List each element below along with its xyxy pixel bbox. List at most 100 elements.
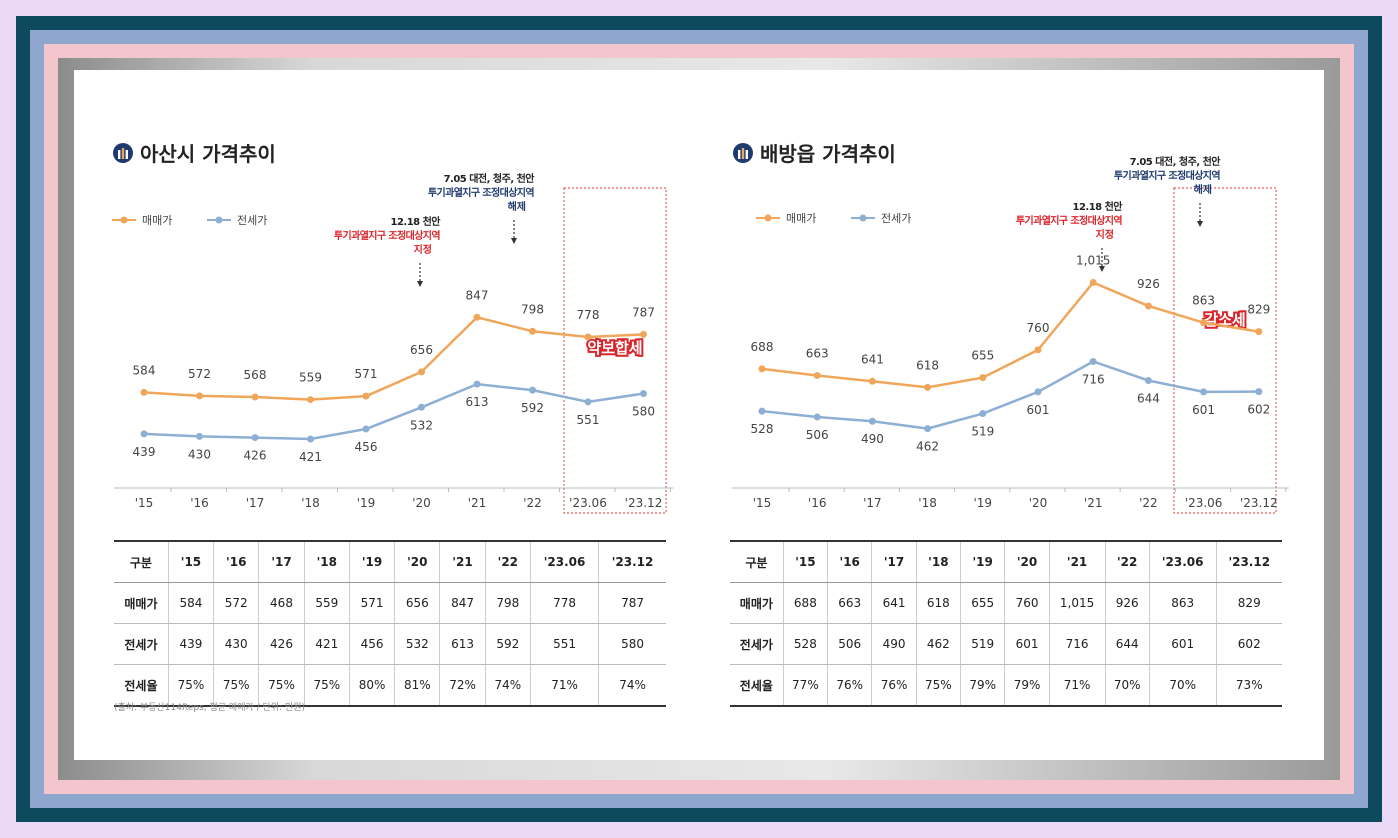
annotation-date: 7.05 대전, 청주, 천안 — [1130, 155, 1222, 168]
data-point — [813, 371, 821, 379]
table-header-cell: '20 — [394, 540, 440, 583]
table-cell: 462 — [915, 623, 961, 665]
table-header-cell: '23.12 — [1215, 540, 1282, 583]
data-label: 663 — [806, 346, 829, 360]
table-cell: 전세율 — [114, 664, 169, 707]
table-cell: 798 — [484, 582, 531, 624]
x-tick-label: '23.06 — [1185, 496, 1223, 510]
legend-label: 전세가 — [237, 214, 267, 227]
data-label: 602 — [1247, 403, 1270, 417]
table-header-cell: '19 — [348, 540, 395, 583]
chart-legend: 매매가 전세가 — [756, 212, 911, 225]
annotation-text: 투기과열지구 조정대상지역 — [1114, 169, 1220, 182]
table-header-cell: '23.12 — [598, 540, 666, 583]
x-tick-label: '21 — [1084, 496, 1103, 510]
data-label: 644 — [1137, 392, 1160, 406]
data-label: 688 — [751, 340, 774, 354]
table-header-cell: '18 — [303, 540, 350, 583]
x-tick-label: '21 — [468, 496, 487, 510]
table-cell: 655 — [960, 582, 1005, 624]
table-cell: 656 — [394, 582, 440, 624]
building-logo-icon — [113, 142, 133, 163]
table-header-cell: '21 — [439, 540, 486, 583]
data-label: 798 — [521, 302, 544, 316]
data-label: 580 — [632, 405, 655, 419]
data-label: 601 — [1192, 403, 1215, 417]
table-cell: 551 — [529, 623, 599, 665]
data-point — [418, 403, 425, 411]
chart-panel-asan: 아산시 가격추이 매매가 전세가 약보합세 12.18 천안 투기과열지구 조정대상지역… — [74, 70, 674, 760]
series-line — [761, 280, 1260, 389]
x-tick-label: '23.12 — [1240, 496, 1278, 510]
table-cell: 572 — [213, 582, 259, 624]
data-point — [1255, 328, 1263, 336]
table-cell: 매매가 — [730, 582, 784, 624]
table-cell: 613 — [439, 623, 486, 665]
x-tick-label: '23.06 — [569, 496, 607, 510]
table-cell: 73% — [1215, 664, 1282, 707]
x-tick-label: '22 — [1139, 496, 1158, 510]
table-cell: 매매가 — [114, 582, 169, 624]
x-tick-label: '15 — [753, 496, 772, 510]
x-tick-label: '22 — [523, 496, 542, 510]
table-cell: 787 — [598, 582, 666, 624]
data-point — [813, 413, 821, 421]
table-header-cell: '23.06 — [529, 540, 599, 583]
table-cell: 602 — [1215, 623, 1282, 665]
annotation-text: 해제 — [1194, 183, 1212, 196]
data-point — [1255, 388, 1263, 396]
data-point — [1089, 278, 1097, 286]
data-label: 572 — [188, 367, 211, 381]
x-tick-label: '17 — [863, 496, 882, 510]
table-header-cell: '16 — [213, 540, 259, 583]
data-point — [979, 374, 987, 382]
table-header-cell: '15 — [167, 540, 214, 583]
table-cell: 75% — [915, 664, 961, 707]
data-point — [140, 430, 148, 438]
table-cell: 829 — [1215, 582, 1282, 624]
annotation-arrow-head — [1197, 221, 1203, 227]
annotation-arrow-head — [511, 238, 517, 244]
table-row: 전세가 528 506 490 462 519 601 716 644 601 602 — [730, 623, 1282, 665]
data-point — [1034, 388, 1042, 396]
data-label: 787 — [632, 305, 655, 319]
data-point — [1200, 319, 1208, 327]
data-label: 426 — [244, 449, 267, 463]
table-cell: 430 — [213, 623, 259, 665]
data-label: 618 — [916, 358, 939, 372]
table-cell: 426 — [258, 623, 305, 665]
table-cell: 490 — [871, 623, 917, 665]
table-cell: 592 — [484, 623, 531, 665]
data-label: 490 — [861, 432, 884, 446]
table-cell: 528 — [782, 623, 828, 665]
table-cell: 1,015 — [1048, 582, 1105, 624]
outer-frame: 아산시 가격추이 매매가 전세가 약보합세 12.18 천안 투기과열지구 조정대상지역… — [16, 16, 1382, 822]
table-header-cell: '17 — [258, 540, 305, 583]
table-row: 전세가 439 430 426 421 456 532 613 592 551 580 — [114, 623, 666, 665]
highlight-box — [1173, 187, 1277, 514]
annotation-text: 투기과열지구 조정대상지역 — [334, 229, 440, 242]
photo-background: 아산시 가격추이 매매가 전세가 약보합세 12.18 천안 투기과열지구 조정대상지역… — [58, 58, 1340, 780]
table-cell: 468 — [258, 582, 305, 624]
data-point — [758, 407, 766, 415]
table-cell: 75% — [167, 664, 214, 707]
table-header-cell: 구분 — [114, 540, 169, 583]
x-tick-label: '15 — [135, 496, 154, 510]
table-cell: 81% — [394, 664, 440, 707]
data-label: 592 — [521, 401, 544, 415]
table-cell: 76% — [827, 664, 872, 707]
table-cell: 74% — [598, 664, 666, 707]
table-header-cell: '17 — [871, 540, 917, 583]
table-cell: 641 — [871, 582, 917, 624]
data-label: 532 — [410, 418, 433, 432]
pink-frame: 아산시 가격추이 매매가 전세가 약보합세 12.18 천안 투기과열지구 조정대상지역… — [44, 44, 1354, 794]
table-header-cell: '22 — [484, 540, 531, 583]
table-header-row: 구분 '15'16'17'18'19'20'21'22'23.06'23.12 — [114, 540, 666, 583]
annotation-text: 해제 — [508, 200, 526, 213]
data-point — [529, 386, 536, 394]
table-cell: 571 — [348, 582, 395, 624]
data-point — [584, 398, 592, 406]
